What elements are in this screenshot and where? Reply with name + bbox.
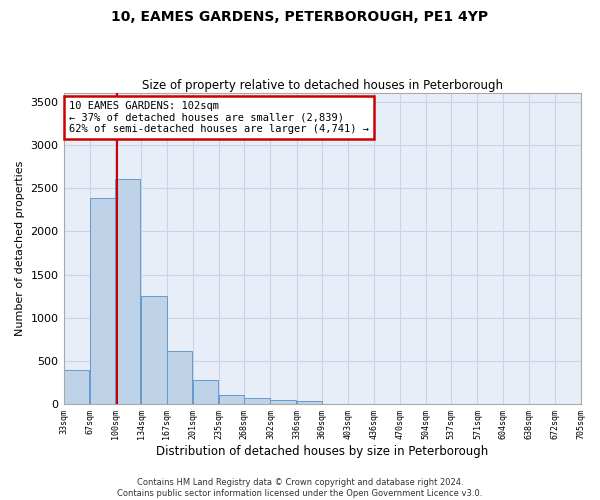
Bar bbox=[296, 402, 322, 404]
Text: Contains HM Land Registry data © Crown copyright and database right 2024.
Contai: Contains HM Land Registry data © Crown c… bbox=[118, 478, 482, 498]
Bar bbox=[271, 400, 296, 404]
Bar bbox=[115, 178, 140, 404]
Bar bbox=[219, 396, 244, 404]
Text: 10, EAMES GARDENS, PETERBOROUGH, PE1 4YP: 10, EAMES GARDENS, PETERBOROUGH, PE1 4YP bbox=[112, 10, 488, 24]
Bar bbox=[193, 380, 218, 404]
Y-axis label: Number of detached properties: Number of detached properties bbox=[15, 161, 25, 336]
Bar bbox=[89, 198, 115, 404]
X-axis label: Distribution of detached houses by size in Peterborough: Distribution of detached houses by size … bbox=[156, 444, 488, 458]
Bar bbox=[167, 350, 192, 404]
Text: 10 EAMES GARDENS: 102sqm
← 37% of detached houses are smaller (2,839)
62% of sem: 10 EAMES GARDENS: 102sqm ← 37% of detach… bbox=[69, 101, 369, 134]
Bar bbox=[244, 398, 270, 404]
Title: Size of property relative to detached houses in Peterborough: Size of property relative to detached ho… bbox=[142, 79, 503, 92]
Bar bbox=[141, 296, 167, 404]
Bar bbox=[64, 370, 89, 404]
